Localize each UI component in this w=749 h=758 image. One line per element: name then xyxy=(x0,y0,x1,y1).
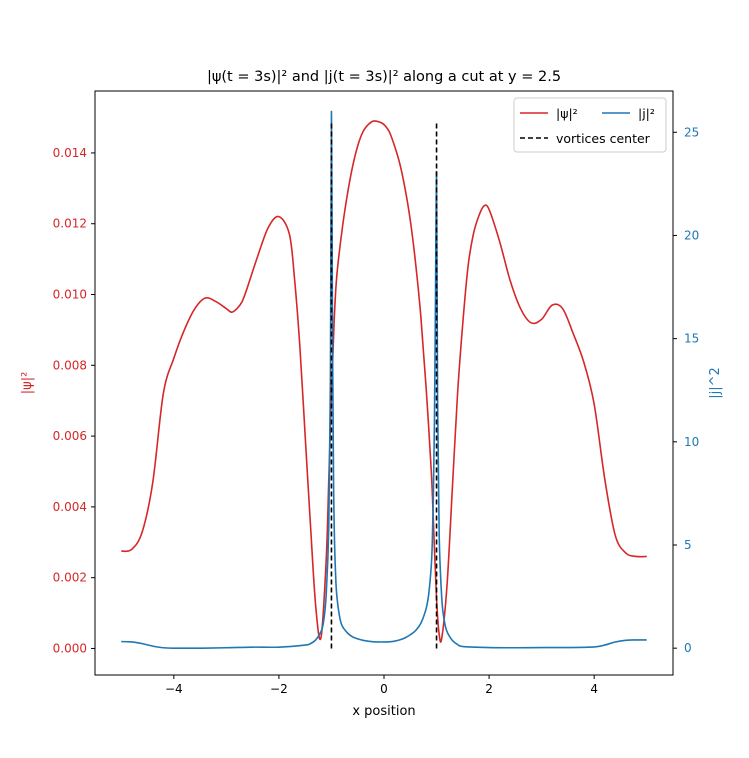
x-tick-label: 0 xyxy=(380,682,388,696)
left-y-tick-label: 0.008 xyxy=(53,358,87,372)
legend: |ψ|² |j|² vortices center xyxy=(513,97,667,153)
plot-area xyxy=(121,110,647,650)
left-y-axis: 0.000 0.002 0.004 0.006 0.008 0.010 0.012 0.014 xyxy=(53,146,95,655)
right-y-axis: 0 5 10 15 20 25 xyxy=(673,125,699,655)
left-y-axis-title: |ψ|² xyxy=(20,372,35,395)
legend-label-psi: |ψ|² xyxy=(556,106,578,121)
right-y-tick-label: 0 xyxy=(684,641,692,655)
chart-title: |ψ(t = 3s)|² and |j(t = 3s)|² along a cu… xyxy=(207,69,561,85)
x-tick-label: 2 xyxy=(485,682,493,696)
left-y-tick-label: 0.014 xyxy=(53,146,87,160)
left-y-tick-label: 0.004 xyxy=(53,500,87,514)
series-line-j xyxy=(121,110,647,650)
left-y-tick-label: 0.002 xyxy=(53,571,87,585)
legend-label-vortex: vortices center xyxy=(556,131,651,146)
left-y-tick-label: 0.000 xyxy=(53,641,87,655)
right-y-tick-label: 15 xyxy=(684,332,699,346)
series-line-psi xyxy=(121,120,647,643)
x-tick-label: −4 xyxy=(165,682,183,696)
right-y-tick-label: 20 xyxy=(684,228,699,242)
legend-label-j: |j|² xyxy=(638,106,655,121)
legend-box xyxy=(513,97,667,153)
right-y-axis-title: |j|^2 xyxy=(708,367,723,399)
x-tick-label: −2 xyxy=(270,682,288,696)
right-y-tick-label: 5 xyxy=(684,538,692,552)
left-y-tick-label: 0.012 xyxy=(53,217,87,231)
x-axis: −4 −2 0 2 4 xyxy=(165,675,598,696)
right-y-tick-label: 25 xyxy=(684,125,699,139)
left-y-tick-label: 0.006 xyxy=(53,429,87,443)
right-y-tick-label: 10 xyxy=(684,435,699,449)
x-tick-label: 4 xyxy=(590,682,598,696)
left-y-tick-label: 0.010 xyxy=(53,288,87,302)
x-axis-title: x position xyxy=(352,704,415,719)
